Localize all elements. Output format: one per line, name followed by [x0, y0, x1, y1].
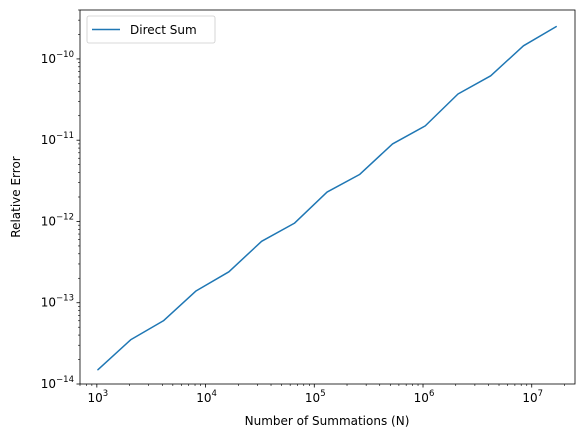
major-ticks: 103 104 105 106 107 10−14 10−13 10−12 10−11 10−10: [41, 50, 543, 405]
x-tick-label: 107: [522, 389, 543, 405]
legend: Direct Sum: [86, 15, 216, 44]
y-tick-label: 10−10: [41, 50, 74, 66]
x-axis-label: Number of Summations (N): [245, 414, 410, 428]
y-tick-label: 10−14: [41, 375, 74, 391]
y-tick-label: 10−13: [41, 294, 74, 310]
x-tick-label: 103: [87, 389, 108, 405]
legend-label-direct-sum: Direct Sum: [130, 23, 197, 37]
y-tick-label: 10−11: [41, 131, 74, 147]
series-layer: [97, 25, 557, 371]
legend-box: [86, 15, 216, 44]
axes-frame: [79, 9, 576, 385]
x-tick-label: 104: [196, 389, 217, 405]
x-tick-label: 105: [305, 389, 326, 405]
y-axis-label: Relative Error: [9, 156, 23, 238]
y-tick-label: 10−12: [41, 212, 74, 228]
x-tick-label: 106: [414, 389, 435, 405]
